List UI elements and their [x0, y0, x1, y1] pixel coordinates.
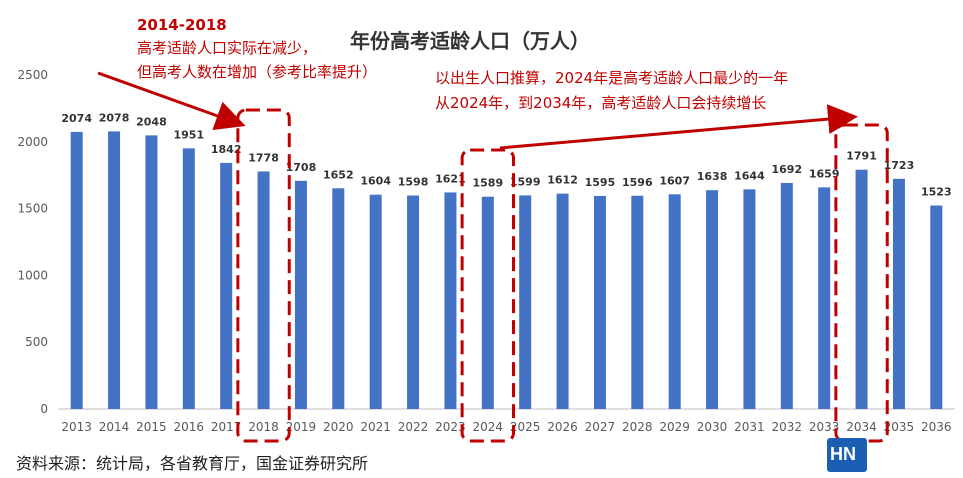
data-label: 1644: [734, 169, 765, 182]
bar-2027: [593, 195, 606, 409]
bar-2025: [519, 195, 532, 409]
watermark-logo: [827, 438, 867, 472]
data-label: 1596: [622, 176, 653, 189]
x-tick-label: 2033: [809, 420, 840, 434]
x-tick-label: 2026: [547, 420, 578, 434]
x-tick-label: 2022: [398, 420, 429, 434]
bar-2032: [780, 182, 793, 409]
x-tick-label: 2014: [99, 420, 130, 434]
right-annotation-arrow: [499, 104, 858, 150]
bar-2035: [892, 178, 905, 409]
left-annotation-line2: 但高考人数在增加（参考比率提升）: [137, 63, 377, 81]
data-label: 1612: [547, 174, 578, 187]
bar-2018: [257, 171, 270, 409]
data-label: 1638: [697, 170, 728, 183]
x-tick-label: 2015: [136, 420, 167, 434]
x-tick-label: 2013: [61, 420, 92, 434]
x-tick-label: 2021: [360, 420, 391, 434]
data-label: 1599: [510, 175, 541, 188]
x-tick-label: 2034: [846, 420, 877, 434]
bar-2021: [369, 194, 382, 409]
bar-2015: [145, 135, 158, 409]
y-tick-label: 0: [40, 402, 48, 416]
x-tick-label: 2031: [734, 420, 765, 434]
right-annotation-line2: 从2024年，到2034年，高考适龄人口会持续增长: [435, 94, 766, 112]
bar-2017: [220, 162, 233, 409]
data-label: 1842: [211, 143, 242, 156]
data-label: 1589: [473, 177, 504, 190]
left-annotation-arrow: [97, 71, 246, 131]
data-label: 1604: [360, 175, 391, 188]
data-label: 1652: [323, 168, 354, 181]
left-annotation-heading: 2014-2018: [137, 16, 227, 34]
data-label: 1621: [435, 172, 466, 185]
data-label: 1778: [248, 151, 279, 164]
y-tick-label: 500: [25, 335, 48, 349]
source-note: 资料来源：统计局，各省教育厅，国金证券研究所: [16, 454, 368, 473]
bar-2034: [855, 169, 868, 409]
data-label: 1723: [884, 159, 915, 172]
data-label: 2074: [61, 112, 92, 125]
watermark-text: HN: [830, 444, 856, 464]
chart-title: 年份高考适龄人口（万人）: [350, 29, 590, 53]
bar-2014: [108, 131, 121, 409]
x-tick-label: 2030: [697, 420, 728, 434]
x-tick-label: 2028: [622, 420, 653, 434]
bar-2026: [556, 193, 569, 409]
bar-2036: [930, 205, 943, 409]
bar-layer: [70, 131, 943, 409]
data-label: 1659: [809, 167, 840, 180]
x-tick-label: 2024: [473, 420, 504, 434]
data-label: 1708: [286, 161, 317, 174]
y-tick-label: 2500: [17, 68, 48, 82]
x-tick-label: 2020: [323, 420, 354, 434]
bar-2028: [631, 195, 644, 409]
x-tick-label: 2023: [435, 420, 466, 434]
bar-2013: [70, 131, 83, 409]
x-tick-label: 2029: [659, 420, 690, 434]
x-tick-label: 2016: [174, 420, 205, 434]
x-tick-label: 2019: [286, 420, 317, 434]
right-annotation-line1: 以出生人口推算，2024年是高考适龄人口最少的一年: [435, 69, 788, 87]
data-label: 1791: [846, 150, 877, 163]
data-label: 2048: [136, 115, 167, 128]
bar-2029: [668, 194, 681, 409]
bar-2033: [818, 187, 831, 409]
bar-2023: [444, 192, 457, 409]
data-label: 1598: [398, 176, 429, 189]
data-label: 2078: [99, 111, 130, 124]
data-label: 1523: [921, 186, 952, 199]
label-layer: 2013 2074 2014 2078 2015 2048 2016 1951 2017 1842…: [61, 111, 951, 434]
y-tick-label: 2000: [17, 135, 48, 149]
x-tick-label: 2035: [884, 420, 915, 434]
y-tick-label: 1500: [17, 202, 48, 216]
x-tick-label: 2032: [772, 420, 803, 434]
data-label: 1595: [585, 176, 616, 189]
y-tick-label: 1000: [17, 268, 48, 282]
bar-2022: [407, 195, 420, 409]
bar-2031: [743, 189, 756, 409]
data-label: 1951: [174, 128, 205, 141]
x-tick-label: 2027: [585, 420, 616, 434]
data-label: 1692: [772, 163, 803, 176]
data-label: 1607: [659, 174, 690, 187]
x-tick-label: 2017: [211, 420, 242, 434]
highlight-box-2018: [236, 108, 291, 443]
bar-2024: [481, 196, 494, 409]
bar-2016: [182, 148, 195, 409]
x-tick-label: 2018: [248, 420, 279, 434]
bar-2020: [332, 188, 345, 409]
left-annotation-line1: 高考适龄人口实际在减少，: [137, 39, 317, 57]
bar-2030: [706, 190, 719, 409]
axis-layer: 0 500 1000 1500 2000 2500: [17, 68, 955, 416]
x-tick-label: 2036: [921, 420, 952, 434]
x-tick-label: 2025: [510, 420, 541, 434]
bar-2019: [294, 180, 307, 409]
